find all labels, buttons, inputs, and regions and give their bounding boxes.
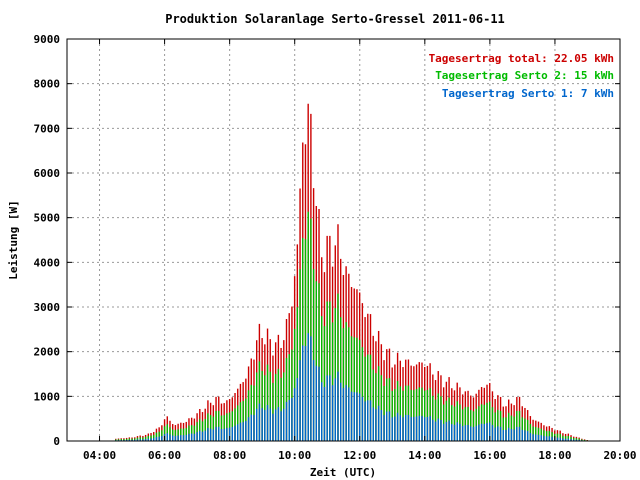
x-tick-label: 10:00 [278, 449, 311, 462]
y-tick-label: 2000 [34, 346, 61, 359]
x-tick-label: 18:00 [538, 449, 571, 462]
legend: Tagesertrag total: 22.05 kWh Tagesertrag… [429, 52, 614, 100]
y-tick-label: 1000 [34, 390, 61, 403]
legend-serto1: Tagesertrag Serto 1: 7 kWh [442, 87, 614, 100]
x-tick-label: 14:00 [408, 449, 441, 462]
legend-serto2: Tagesertrag Serto 2: 15 kWh [435, 69, 614, 82]
y-axis-label: Leistung [W] [7, 200, 20, 279]
x-axis-label: Zeit (UTC) [310, 466, 376, 479]
y-tick-label: 6000 [34, 167, 61, 180]
y-tick-label: 7000 [34, 122, 61, 135]
x-tick-label: 20:00 [603, 449, 636, 462]
x-tick-label: 06:00 [148, 449, 181, 462]
y-tick-label: 3000 [34, 301, 61, 314]
x-tick-label: 12:00 [343, 449, 376, 462]
plot-frame [66, 38, 621, 442]
y-tick-label: 0 [53, 435, 60, 448]
bars-group [115, 103, 588, 441]
x-tick-label: 04:00 [83, 449, 116, 462]
legend-total: Tagesertrag total: 22.05 kWh [429, 52, 614, 65]
chart-title: Produktion Solaranlage Serto-Gressel 201… [165, 12, 505, 26]
y-tick-label: 8000 [34, 78, 61, 91]
x-tick-label: 16:00 [473, 449, 506, 462]
y-ticks: 0 1000 2000 3000 4000 5000 6000 7000 8000 9000 [34, 33, 620, 448]
y-tick-label: 5000 [34, 212, 61, 225]
y-tick-label: 9000 [34, 33, 61, 46]
x-ticks: 04:00 06:00 08:00 10:00 12:00 14:00 16:00 18:00… [83, 39, 637, 462]
x-tick-label: 08:00 [213, 449, 246, 462]
y-tick-label: 4000 [34, 256, 61, 269]
